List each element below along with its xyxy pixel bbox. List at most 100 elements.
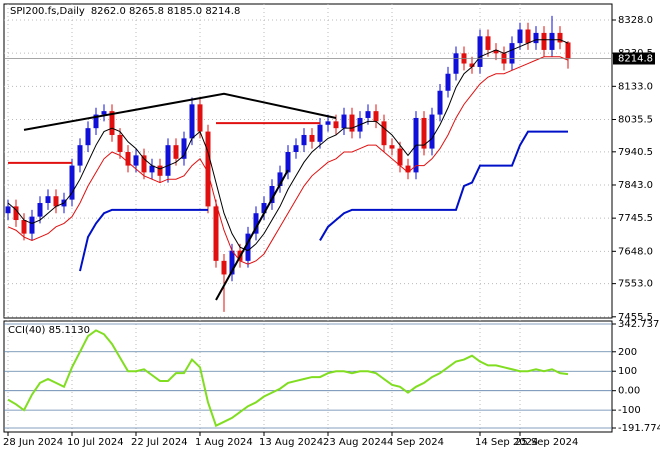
candle-body	[509, 43, 515, 64]
candle-body	[269, 186, 275, 204]
candle-body	[149, 165, 155, 173]
candle-body	[541, 32, 547, 50]
y-tick-label: 100	[618, 366, 637, 377]
candle-body	[213, 206, 219, 261]
candle-body	[125, 151, 131, 166]
candle-body	[429, 114, 435, 149]
candle-body	[445, 73, 451, 91]
candle-body	[277, 172, 283, 187]
x-tick-label: 13 Aug 2024	[259, 437, 323, 448]
candle-body	[229, 250, 235, 275]
candle-body	[245, 233, 251, 261]
candle-body	[349, 114, 355, 132]
y-tick-label: 8328.0	[618, 15, 653, 26]
candle-body	[109, 111, 115, 135]
candle-body	[565, 42, 571, 59]
x-tick-label: 4 Sep 2024	[387, 437, 444, 448]
candle-body	[173, 145, 179, 159]
y-tick-label: 342.7377	[618, 319, 660, 330]
x-tick-label: 25 Sep 2024	[515, 437, 578, 448]
candle-body	[133, 155, 139, 166]
candle-body	[157, 165, 163, 176]
candle-body	[253, 213, 259, 234]
candle-body	[117, 134, 123, 152]
y-tick-label: 7648.0	[618, 246, 653, 257]
candle-body	[101, 111, 107, 115]
candle-body	[333, 121, 339, 129]
candle-body	[309, 134, 315, 142]
y-tick-label: 7745.5	[618, 213, 653, 224]
symbol: SPI200.fs,Daily	[10, 6, 85, 17]
indicator-line	[7, 39, 569, 252]
candle-body	[325, 121, 331, 125]
y-tick-label: 7553.0	[618, 279, 653, 290]
candle-body	[197, 104, 203, 132]
candle-body	[405, 165, 411, 173]
candle-body	[53, 196, 59, 207]
last-price-label: 8214.8	[618, 53, 653, 64]
x-tick-label: 14 Sep 2024	[475, 437, 538, 448]
candle-body	[317, 124, 323, 142]
candle-body	[517, 29, 523, 44]
candle-body	[21, 220, 27, 234]
y-tick-label: -100	[618, 405, 641, 416]
candle-body	[557, 32, 563, 43]
candle-body	[93, 114, 99, 129]
indicator-line	[7, 56, 569, 265]
candle-body	[485, 36, 491, 50]
y-tick-label: 200	[618, 347, 637, 358]
candle-body	[189, 104, 195, 139]
x-tick-label: 22 Jul 2024	[131, 437, 188, 448]
candle-body	[469, 63, 475, 67]
candle-body	[293, 145, 299, 152]
y-tick-label: 0.00	[618, 386, 640, 397]
candle-body	[421, 117, 427, 149]
candle-body	[437, 90, 443, 115]
candle-body	[261, 203, 267, 214]
candle-body	[373, 111, 379, 122]
candle-body	[365, 111, 371, 118]
y-tick-label: 8133.0	[618, 81, 653, 92]
candle-body	[453, 53, 459, 74]
trendline	[215, 169, 289, 301]
candle-body	[525, 29, 531, 44]
y-tick-label: 7940.5	[618, 147, 653, 158]
candle-body	[381, 121, 387, 146]
y-tick-label: -191.7744	[618, 423, 660, 434]
trendline	[23, 92, 337, 131]
x-tick-label: 23 Aug 2024	[323, 437, 387, 448]
indicator-frame	[3, 320, 613, 433]
candle-body	[397, 148, 403, 166]
y-tick-label: 7455.5	[618, 312, 653, 323]
candle-body	[77, 145, 83, 166]
candle-body	[45, 196, 51, 204]
last-price-box	[613, 52, 655, 65]
candle-body	[533, 32, 539, 44]
candle-body	[221, 260, 227, 275]
candle-body	[69, 165, 75, 200]
indicator-line	[79, 130, 568, 272]
candle-body	[165, 145, 171, 176]
candle-body	[205, 131, 211, 207]
chart-title: SPI200.fs,Daily 8262.0 8265.8 8185.0 8214…	[10, 6, 240, 17]
candle-body	[85, 128, 91, 146]
y-tick-label: 8035.5	[618, 114, 653, 125]
candle-body	[285, 151, 291, 173]
candle-body	[29, 216, 35, 234]
x-tick-label: 28 Jun 2024	[3, 437, 63, 448]
indicator-title: CCI(40) 85.1130	[8, 325, 90, 336]
main-frame	[3, 3, 613, 319]
candle-body	[493, 49, 499, 54]
candle-body	[13, 206, 19, 221]
x-tick-label: 10 Jul 2024	[67, 437, 124, 448]
candle-body	[301, 134, 307, 146]
candle-body	[141, 155, 147, 173]
candle-body	[5, 206, 11, 214]
y-tick-label: 7843.0	[618, 180, 653, 191]
candle-body	[37, 203, 43, 217]
ohlc: 8262.0 8265.8 8185.0 8214.8	[91, 6, 241, 17]
candle-body	[389, 145, 395, 149]
candle-body	[341, 114, 347, 129]
cci-line	[7, 329, 569, 428]
